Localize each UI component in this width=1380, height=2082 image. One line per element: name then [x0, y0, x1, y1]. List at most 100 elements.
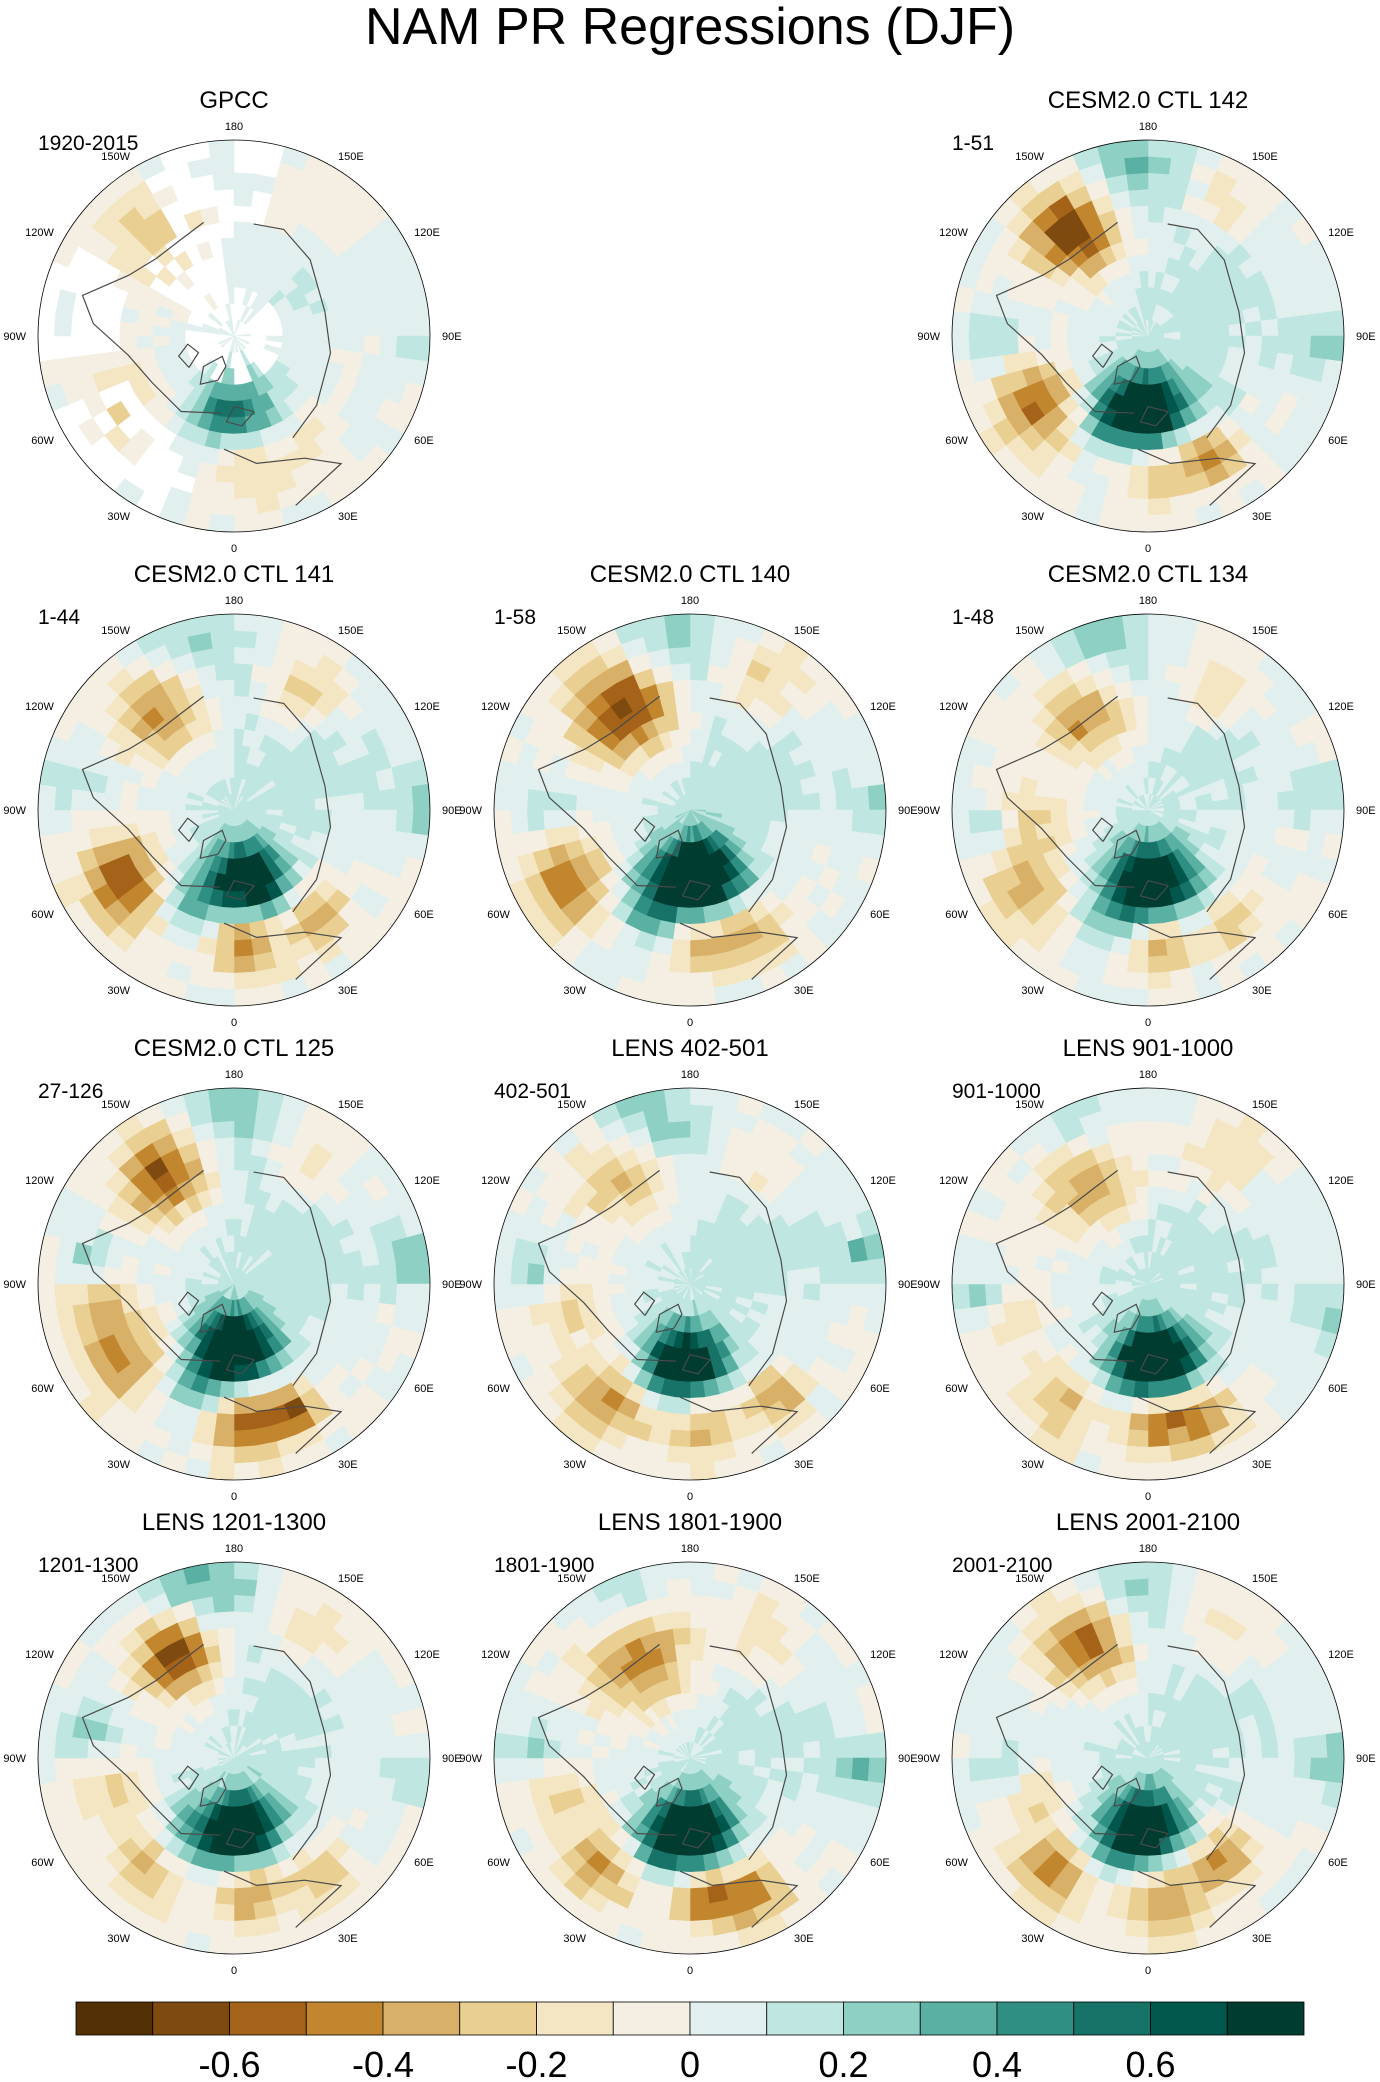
contour-cell	[151, 335, 170, 348]
panel-title: CESM2.0 CTL 134	[1048, 561, 1249, 588]
contour-cell	[1261, 792, 1280, 811]
contour-cell	[835, 1262, 854, 1285]
longitude-label: 150W	[1015, 625, 1044, 637]
contour-cell	[363, 316, 382, 337]
contour-cell	[151, 1757, 170, 1770]
contour-cell	[591, 809, 610, 824]
contour-cell	[233, 172, 256, 191]
contour-cell	[214, 1413, 235, 1432]
coastline	[223, 448, 343, 506]
longitude-label: 60W	[945, 435, 968, 447]
coastlines	[995, 695, 1257, 980]
contour-cell	[558, 1266, 577, 1285]
contour-cell	[1147, 204, 1166, 223]
contour-cell	[526, 809, 545, 832]
contour-cell	[314, 1270, 333, 1285]
panel-title: LENS 901-1000	[1063, 1035, 1234, 1062]
longitude-label: 30W	[107, 985, 130, 997]
contour-cell	[196, 240, 214, 261]
contour-cell	[1124, 971, 1149, 991]
contour-cell	[1147, 1169, 1164, 1188]
contour-cell	[411, 310, 430, 337]
map-border	[951, 139, 1345, 533]
contour-cell	[1147, 662, 1168, 681]
contour-cell	[119, 1268, 138, 1285]
longitude-label: 60W	[31, 909, 54, 921]
coastline	[199, 355, 227, 385]
contour-cell	[220, 1185, 235, 1204]
contour-cell	[676, 1185, 691, 1204]
contour-cell	[1147, 513, 1174, 532]
contour-cell	[77, 417, 105, 446]
longitude-label: 120E	[1328, 227, 1354, 239]
contour-cell	[668, 955, 691, 974]
contour-cell	[363, 335, 382, 356]
contour-cell	[494, 784, 513, 811]
contour-cell	[151, 184, 179, 210]
longitude-label: 120W	[25, 227, 54, 239]
contour-cell	[1325, 310, 1344, 337]
contour-cell	[102, 792, 121, 811]
map-panel: LENS 901-1000901-1000180150E120E90E60E30…	[917, 1035, 1375, 1503]
map-border	[37, 1087, 431, 1481]
contour-cell	[668, 1429, 691, 1448]
longitude-label: 60E	[1328, 1383, 1348, 1395]
longitude-label: 150E	[794, 1099, 820, 1111]
contour-cell	[786, 794, 805, 811]
longitude-label: 180	[225, 121, 243, 133]
contour-cell	[1132, 695, 1149, 714]
contour-cell	[347, 318, 366, 337]
panel-years: 1-44	[38, 606, 80, 629]
contour-cell	[1124, 1103, 1149, 1123]
contour-cell	[395, 312, 415, 337]
coastline	[633, 1291, 656, 1316]
coastline	[81, 695, 221, 888]
longitude-label: 150E	[1252, 151, 1278, 163]
contour-cell	[233, 678, 252, 697]
coastline	[655, 1303, 683, 1333]
contour-cell	[119, 809, 138, 826]
contour-cell	[1132, 1380, 1149, 1399]
contour-cell	[1033, 794, 1052, 811]
contour-cell	[220, 1659, 235, 1678]
contour-cell	[1277, 790, 1296, 811]
contour-cell	[347, 809, 366, 828]
coastline	[679, 1396, 799, 1454]
contour-cell	[591, 1283, 610, 1298]
contour-cell	[314, 1744, 333, 1759]
contour-cell	[347, 1757, 366, 1776]
longitude-label: 150E	[1252, 1099, 1278, 1111]
contour-cell	[1134, 237, 1149, 256]
contour-cell	[233, 449, 252, 468]
contour-cell	[1033, 335, 1052, 352]
contour-cell	[984, 788, 1003, 811]
coastline	[225, 1353, 255, 1375]
longitude-label: 150W	[1015, 1099, 1044, 1111]
contour-cell	[151, 1283, 170, 1296]
contour-cell	[218, 1169, 235, 1188]
contour-cell	[53, 1283, 73, 1308]
contour-cell	[216, 1626, 235, 1645]
contour-cell	[173, 250, 194, 272]
contour-cell	[1244, 809, 1263, 826]
contour-cell	[967, 335, 987, 360]
contour-cell	[1136, 253, 1149, 272]
contour-cell	[218, 327, 235, 337]
longitude-label: 90W	[917, 805, 940, 817]
contour-cell	[509, 1283, 529, 1308]
contour-cell	[330, 809, 349, 826]
longitude-label: 60E	[870, 909, 890, 921]
longitude-label: 180	[1139, 1069, 1157, 1081]
contour-cell	[233, 1610, 254, 1629]
contour-cell	[670, 1413, 691, 1432]
map-border	[951, 1087, 1345, 1481]
contour-cell	[1293, 1262, 1312, 1285]
longitude-label: 90W	[917, 1279, 940, 1291]
contour-cell	[1122, 140, 1149, 159]
contour-cell	[233, 1397, 252, 1416]
contour-field	[494, 1088, 886, 1480]
longitude-label: 90W	[917, 331, 940, 343]
contour-cell	[1132, 432, 1149, 451]
contour-cell	[220, 335, 235, 348]
panel-years: 1201-1300	[38, 1554, 138, 1577]
